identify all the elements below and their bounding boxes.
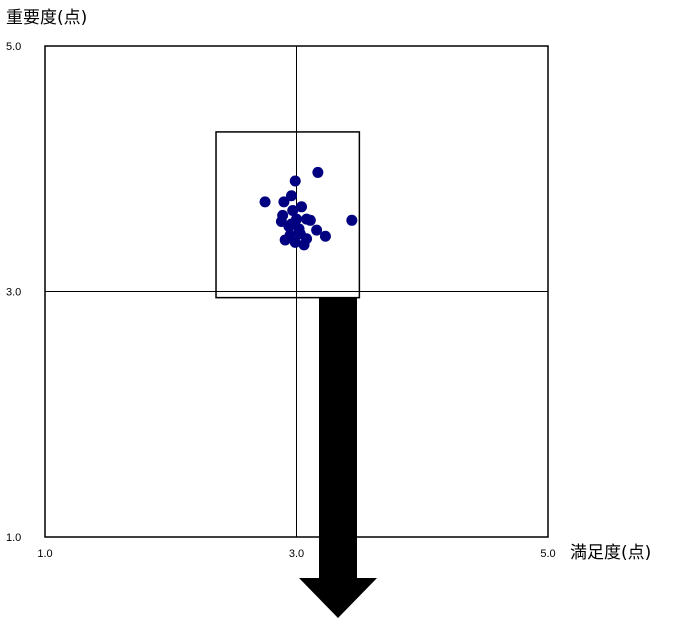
x-tick-label: 5.0 — [540, 548, 555, 560]
y-tick-label: 1.0 — [6, 532, 21, 544]
data-point — [304, 214, 316, 226]
x-axis-title: 満足度(点) — [570, 543, 651, 563]
data-point — [311, 224, 323, 236]
data-point — [346, 214, 358, 226]
data-point — [296, 201, 308, 213]
highlight-box — [215, 131, 361, 299]
data-point — [289, 236, 301, 248]
data-point — [289, 175, 301, 187]
data-point — [312, 166, 324, 178]
data-point — [278, 196, 290, 208]
data-point — [279, 234, 291, 246]
y-tick-label: 3.0 — [6, 287, 21, 299]
down-arrow — [299, 297, 377, 618]
y-axis-title: 重要度(点) — [6, 8, 87, 28]
arrow-shaft — [319, 297, 357, 581]
data-point — [319, 230, 331, 242]
tick-labels: 1.0 3.0 5.0 1.0 3.0 5.0 — [6, 41, 556, 560]
data-point — [285, 190, 297, 202]
data-point — [298, 239, 310, 251]
y-tick-label: 5.0 — [6, 41, 21, 53]
arrow-head — [299, 578, 377, 618]
data-point — [287, 204, 299, 216]
data-point — [259, 196, 271, 208]
data-point — [285, 218, 297, 230]
data-points — [259, 166, 358, 251]
x-tick-label: 1.0 — [37, 548, 52, 560]
x-tick-label: 3.0 — [289, 548, 304, 560]
